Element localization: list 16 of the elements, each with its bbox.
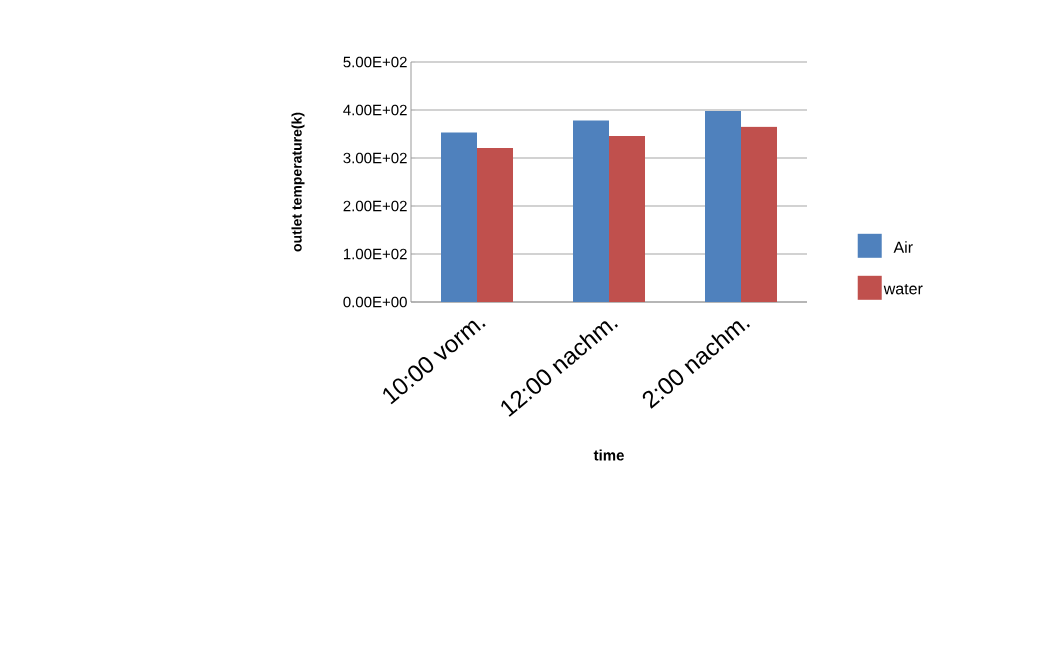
bar — [441, 132, 478, 302]
legend-label: water — [883, 283, 923, 295]
y-tick-label: 2.00E+02 — [343, 200, 407, 212]
y-tick-label: 4.00E+02 — [343, 104, 407, 116]
y-tick-label: 5.00E+02 — [343, 56, 407, 68]
y-tick-label: 0.00E+00 — [343, 296, 407, 308]
y-axis-title: outlet temperature(k) — [291, 112, 305, 252]
bar — [573, 120, 610, 302]
bar — [741, 126, 778, 302]
y-tick-label: 3.00E+02 — [343, 152, 407, 164]
x-axis-title: time — [593, 449, 624, 461]
bar — [609, 135, 645, 302]
bar — [477, 147, 513, 302]
legend-label: Air — [893, 241, 913, 253]
y-tick-label: 1.00E+02 — [343, 248, 407, 260]
bar — [705, 110, 742, 302]
